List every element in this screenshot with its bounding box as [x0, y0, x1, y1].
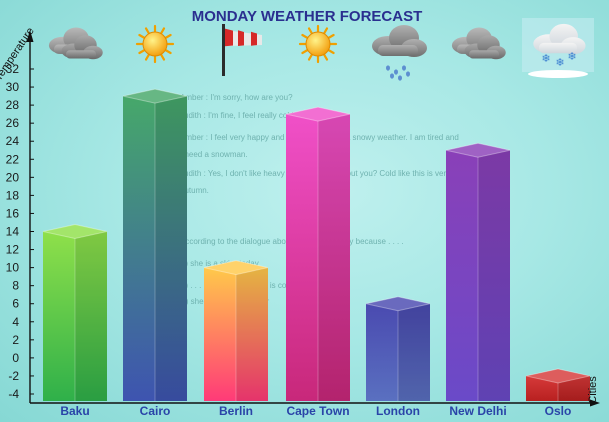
bar-front-face — [366, 303, 430, 401]
x-axis-label: Cities — [587, 376, 599, 404]
y-tick-label: 4 — [12, 315, 19, 329]
bar-top-face — [525, 368, 591, 384]
y-tick-label: 28 — [6, 98, 20, 112]
bar-top-face — [285, 106, 351, 122]
bar-cape-town — [285, 106, 351, 401]
bar-baku — [42, 223, 108, 401]
bar-top-face — [122, 88, 188, 104]
y-tick-label: 18 — [6, 188, 20, 202]
y-axis-arrow — [26, 30, 34, 42]
bar-top-highlight — [526, 368, 590, 383]
cloudy-icon — [451, 27, 506, 60]
bar-top-face — [365, 296, 431, 312]
bars — [42, 88, 591, 401]
svg-text:❄: ❄ — [541, 52, 550, 65]
y-tick-label: 32 — [6, 62, 20, 76]
bar-new-delhi — [445, 142, 511, 401]
background-faint-line: Judith : I'm fine, I feel really cold to… — [180, 111, 317, 120]
x-ticks: Baku Cairo Berlin Cape Town London New Delhi O… — [60, 404, 571, 418]
bar-side-shade — [236, 267, 268, 401]
bar-side-shade — [318, 114, 350, 401]
x-tick-label: Berlin — [219, 404, 253, 418]
x-tick-label: London — [376, 404, 420, 418]
x-axis-arrow — [590, 399, 600, 407]
cloudy-icon — [48, 27, 103, 60]
y-tick-label: 0 — [12, 351, 19, 365]
rain-cloud-icon — [372, 25, 427, 81]
bar-top-highlight — [366, 296, 430, 311]
bar-london — [365, 296, 431, 401]
y-tick-label: 12 — [6, 243, 20, 257]
y-tick-label: 8 — [12, 279, 19, 293]
y-tick-label: -2 — [8, 369, 19, 383]
weather-icons: ❄ ❄ ❄ — [48, 18, 594, 81]
svg-text:❄: ❄ — [567, 50, 576, 63]
bar-top-highlight — [286, 107, 350, 122]
y-tick-label: 26 — [6, 116, 20, 130]
y-tick-label: 10 — [6, 261, 20, 275]
x-tick-label: Oslo — [545, 404, 572, 418]
x-tick-label: Cairo — [140, 404, 171, 418]
bar-side-shade — [155, 96, 187, 401]
chart-title: MONDAY WEATHER FORECAST — [192, 8, 423, 25]
bar-top-face — [445, 142, 511, 158]
bar-front-face — [286, 114, 350, 401]
bar-top-face — [42, 223, 108, 240]
y-tick-label: 20 — [6, 170, 20, 184]
y-tick-label: 24 — [6, 134, 20, 148]
y-tick-label: 14 — [6, 225, 20, 239]
axes — [26, 30, 600, 407]
bar-front-face — [204, 267, 268, 401]
bar-side-shade — [398, 303, 430, 401]
y-tick-label: 16 — [6, 206, 20, 220]
y-tick-label: 30 — [6, 80, 20, 94]
bar-side-shade — [75, 231, 107, 401]
bar-berlin — [203, 260, 269, 401]
bar-oslo — [525, 368, 591, 401]
y-tick-label: 2 — [12, 333, 19, 347]
background-faint-line: A) she is a skier today — [180, 259, 259, 268]
bar-front-face — [446, 150, 510, 401]
background-faint-line: Amber : I'm sorry, how are you? — [180, 93, 293, 102]
x-tick-label: New Delhi — [449, 404, 506, 418]
bar-top-face — [203, 260, 269, 276]
svg-text:❄: ❄ — [555, 56, 564, 69]
snow-cloud-icon: ❄ ❄ ❄ — [522, 18, 594, 78]
bar-cairo — [122, 88, 188, 401]
sunny-icon — [135, 24, 175, 64]
x-tick-label: Cape Town — [286, 404, 349, 418]
y-tick-label: 22 — [6, 152, 20, 166]
bar-top-highlight — [204, 260, 268, 275]
y-tick-label: 6 — [12, 297, 19, 311]
sunny-icon — [298, 24, 338, 64]
bar-top-highlight — [43, 224, 107, 239]
y-tick-label: -4 — [8, 387, 19, 401]
bar-top-highlight — [123, 89, 187, 104]
background-faint-line: I need a snowman. — [180, 150, 248, 159]
bar-side-shade — [478, 150, 510, 401]
bar-front-face — [43, 231, 107, 401]
windsock-icon — [222, 24, 262, 76]
bar-front-face — [123, 96, 187, 401]
bar-top-highlight — [446, 143, 510, 158]
background-faint-line: autumn. — [180, 186, 209, 195]
x-tick-label: Baku — [60, 404, 89, 418]
